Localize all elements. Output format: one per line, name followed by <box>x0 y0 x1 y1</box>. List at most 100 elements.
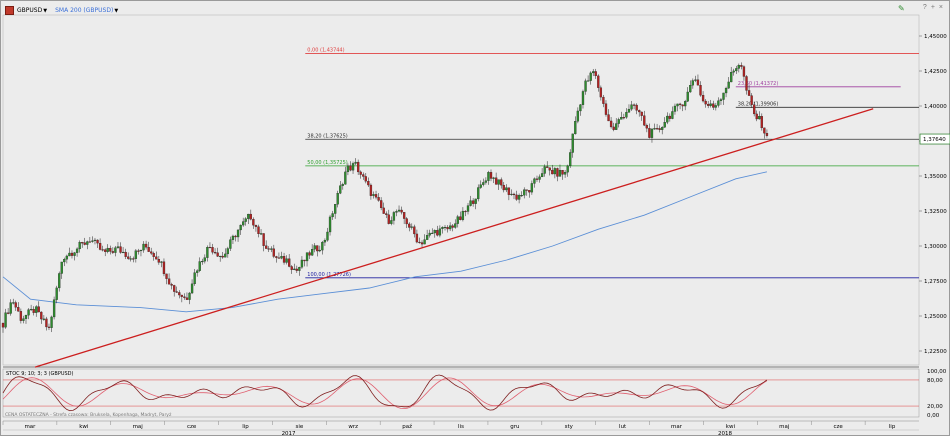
close-icon[interactable]: × <box>938 4 943 11</box>
fib-level-label: 38,20 (1,37625) <box>307 133 348 139</box>
candle-down <box>144 243 148 248</box>
month-label: paź <box>402 423 412 430</box>
candle-up <box>226 248 229 255</box>
candle-up <box>50 316 53 328</box>
candle-down <box>763 127 766 134</box>
candle-down <box>272 248 275 257</box>
candle-down <box>257 226 260 235</box>
candle-up <box>479 184 482 188</box>
price-tick-label: 1,30000 <box>924 244 947 250</box>
candle-up <box>423 239 426 245</box>
candle-up <box>134 250 138 259</box>
candle-down <box>436 230 439 236</box>
stoch-d-line <box>2 377 768 410</box>
fib-level-label: 0,00 (1,43744) <box>307 48 344 54</box>
candle-up <box>620 117 623 120</box>
candle-down <box>489 172 493 179</box>
candle-down <box>155 256 158 260</box>
candle-up <box>456 216 459 224</box>
candle-up <box>346 165 350 173</box>
month-label: lip <box>889 424 896 430</box>
candle-up <box>42 318 46 320</box>
candle-down <box>712 103 715 108</box>
candle-up <box>121 251 125 254</box>
candle-up <box>717 100 720 106</box>
candle-up <box>339 185 342 194</box>
candle-down <box>379 200 383 209</box>
chevron-down-icon[interactable]: ▼ <box>114 7 119 14</box>
maximize-icon[interactable]: + <box>930 4 935 11</box>
candle-down <box>101 249 104 251</box>
candle-up <box>372 194 375 196</box>
candle-down <box>127 256 130 259</box>
candle-up <box>533 178 536 184</box>
candle-down <box>81 242 84 244</box>
chart-logo-icon <box>5 5 14 15</box>
fib-level-label: 50,00 (1,35725) <box>307 160 348 166</box>
candle-up <box>661 127 664 130</box>
candle-up <box>73 252 76 256</box>
price-tick-label: 1,25000 <box>924 314 947 320</box>
candle-down <box>369 184 373 196</box>
candle-down <box>111 251 115 253</box>
candle-down <box>175 291 178 293</box>
candle-down <box>753 104 756 115</box>
candle-down <box>385 213 388 215</box>
candle-up <box>735 68 738 72</box>
candle-up <box>579 104 582 112</box>
candle-up <box>52 299 56 318</box>
help-icon[interactable]: ? <box>922 4 927 11</box>
candle-up <box>29 308 33 311</box>
month-label: gru <box>510 424 519 430</box>
candle-down <box>742 66 746 77</box>
candle-down <box>6 312 10 314</box>
pencil-tool-icon[interactable]: ✎ <box>898 4 905 13</box>
candle-down <box>640 111 643 116</box>
candle-up <box>566 165 569 173</box>
candle-down <box>211 247 214 253</box>
candle-up <box>63 259 66 263</box>
candle-down <box>1 322 5 328</box>
candle-down <box>83 242 86 245</box>
candle-down <box>17 307 20 312</box>
candle-up <box>35 306 38 313</box>
candle-down <box>678 103 682 105</box>
candle-up <box>627 108 631 113</box>
candle-up <box>236 229 240 238</box>
candle-up <box>206 247 209 258</box>
candle-down <box>249 213 252 220</box>
candle-down <box>471 200 475 204</box>
candle-up <box>333 204 337 214</box>
price-tick-label: 1,32500 <box>924 209 947 215</box>
candle-up <box>198 261 201 271</box>
candle-up <box>630 104 633 110</box>
month-label: cze <box>834 424 844 430</box>
chevron-down-icon[interactable]: ▼ <box>43 7 48 14</box>
month-label: mar <box>671 424 683 430</box>
candle-down <box>47 326 51 328</box>
year-label: 2017 <box>282 431 296 437</box>
candle-up <box>65 255 69 260</box>
candle-up <box>58 273 61 289</box>
candle-down <box>594 71 597 77</box>
candle-down <box>704 100 707 105</box>
candle-up <box>482 182 485 185</box>
candle-up <box>569 152 572 166</box>
candle-down <box>408 223 411 228</box>
candle-up <box>487 172 490 181</box>
candle-up <box>461 210 465 220</box>
candle-up <box>390 220 393 224</box>
candle-up <box>397 209 401 212</box>
candle-down <box>221 255 224 258</box>
candle-up <box>666 115 669 123</box>
candle-down <box>755 113 758 120</box>
price-tick-label: 1,45000 <box>924 34 947 40</box>
candle-up <box>68 252 71 257</box>
symbol-selector[interactable]: GBPUSD▼ <box>17 6 48 14</box>
candle-down <box>137 250 140 252</box>
candle-down <box>37 306 40 313</box>
sma200-line <box>2 171 767 313</box>
indicator-selector[interactable]: SMA 200 (GBPUSD)▼ <box>55 6 119 14</box>
candle-up <box>615 123 618 130</box>
